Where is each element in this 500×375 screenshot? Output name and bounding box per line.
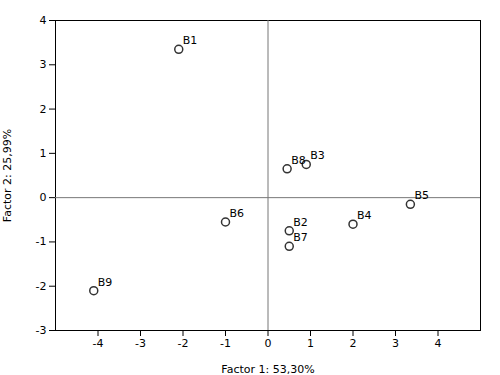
svg-text:B8: B8 — [291, 154, 306, 167]
svg-text:B9: B9 — [98, 276, 113, 289]
svg-text:2: 2 — [40, 103, 47, 116]
svg-text:1: 1 — [307, 337, 314, 350]
svg-text:0: 0 — [265, 337, 272, 350]
svg-text:4: 4 — [40, 14, 47, 27]
svg-text:-3: -3 — [135, 337, 146, 350]
svg-text:-2: -2 — [178, 337, 189, 350]
svg-text:B6: B6 — [230, 207, 245, 220]
svg-text:B1: B1 — [183, 34, 198, 47]
svg-text:1: 1 — [40, 147, 47, 160]
svg-text:B4: B4 — [357, 209, 372, 222]
svg-text:B5: B5 — [414, 189, 429, 202]
svg-text:-1: -1 — [36, 235, 47, 248]
svg-text:-3: -3 — [36, 324, 47, 337]
svg-text:Factor 2: 25,99%: Factor 2: 25,99% — [1, 129, 14, 222]
svg-text:B7: B7 — [293, 231, 308, 244]
svg-text:B2: B2 — [293, 216, 308, 229]
svg-text:3: 3 — [40, 58, 47, 71]
svg-text:-2: -2 — [36, 280, 47, 293]
svg-text:-4: -4 — [93, 337, 104, 350]
svg-text:4: 4 — [435, 337, 442, 350]
svg-text:Factor 1: 53,30%: Factor 1: 53,30% — [221, 363, 314, 375]
svg-text:B3: B3 — [310, 149, 325, 162]
svg-text:-1: -1 — [220, 337, 231, 350]
svg-text:2: 2 — [350, 337, 357, 350]
svg-text:0: 0 — [40, 191, 47, 204]
svg-text:3: 3 — [392, 337, 399, 350]
